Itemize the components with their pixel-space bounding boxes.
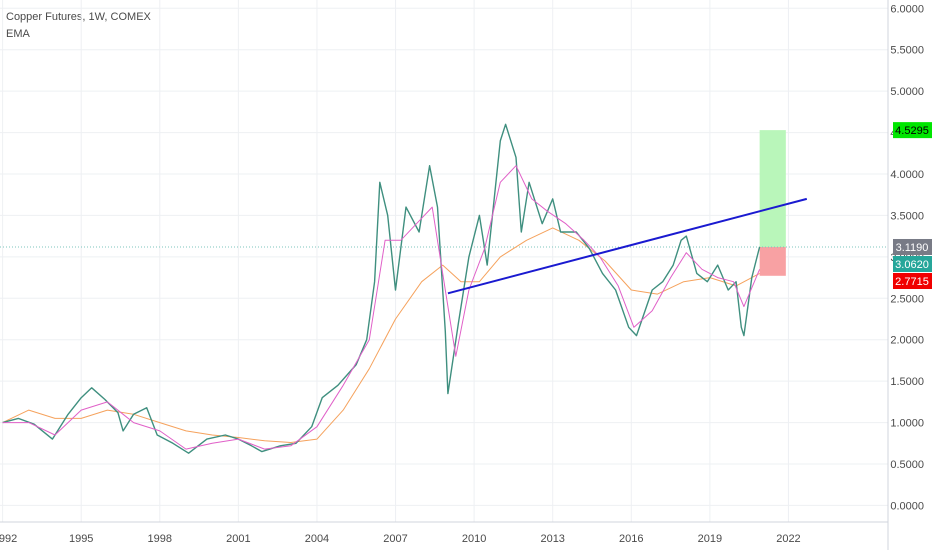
y-tick-label: 0.5000: [890, 459, 924, 471]
x-tick-label: 2019: [698, 533, 722, 545]
x-tick-label: 2004: [305, 533, 329, 545]
indicator-label[interactable]: EMA: [6, 28, 30, 40]
y-tick-label: 1.5000: [890, 376, 924, 388]
chart-title[interactable]: Copper Futures, 1W, COMEX: [6, 11, 151, 23]
x-tick-label: 2010: [462, 533, 486, 545]
y-tick-label: 1.0000: [890, 418, 924, 430]
y-tick-label: 2.0000: [890, 335, 924, 347]
x-tick-label: 2022: [776, 533, 800, 545]
price-label-text: 2.7715: [895, 276, 929, 288]
price-label-text: 4.5295: [895, 125, 929, 137]
price-label-box: [893, 122, 932, 139]
x-tick-label: 2013: [540, 533, 564, 545]
y-tick-label: 4.0000: [890, 169, 924, 181]
x-tick-label: 2001: [226, 533, 250, 545]
x-tick-label: 1995: [69, 533, 93, 545]
price-label-box: [893, 238, 932, 255]
x-tick-label: 2007: [383, 533, 407, 545]
price-line: [2, 123, 761, 454]
price-label-box: [893, 255, 932, 272]
y-tick-label: 0.0000: [890, 500, 924, 512]
trendline: [447, 197, 808, 295]
y-tick-label: 5.0000: [890, 86, 924, 98]
y-tick-label: 3.5000: [890, 210, 924, 222]
chart-legend: Copper Futures, 1W, COMEX EMA: [6, 9, 151, 43]
price-label-box: [893, 272, 932, 289]
x-tick-label: 992: [0, 533, 17, 545]
profit-zone: [759, 130, 786, 247]
y-tick-label: 5.5000: [890, 45, 924, 57]
x-tick-label: 2016: [619, 533, 643, 545]
y-tick-label: 6.0000: [890, 3, 924, 15]
x-tick-label: 1998: [148, 533, 172, 545]
ema-fast-line: [2, 165, 761, 450]
price-label-text: 3.0620: [895, 259, 929, 271]
y-tick-label: 2.5000: [890, 293, 924, 305]
loss-zone: [759, 246, 786, 276]
price-label-text: 3.1190: [896, 242, 929, 254]
